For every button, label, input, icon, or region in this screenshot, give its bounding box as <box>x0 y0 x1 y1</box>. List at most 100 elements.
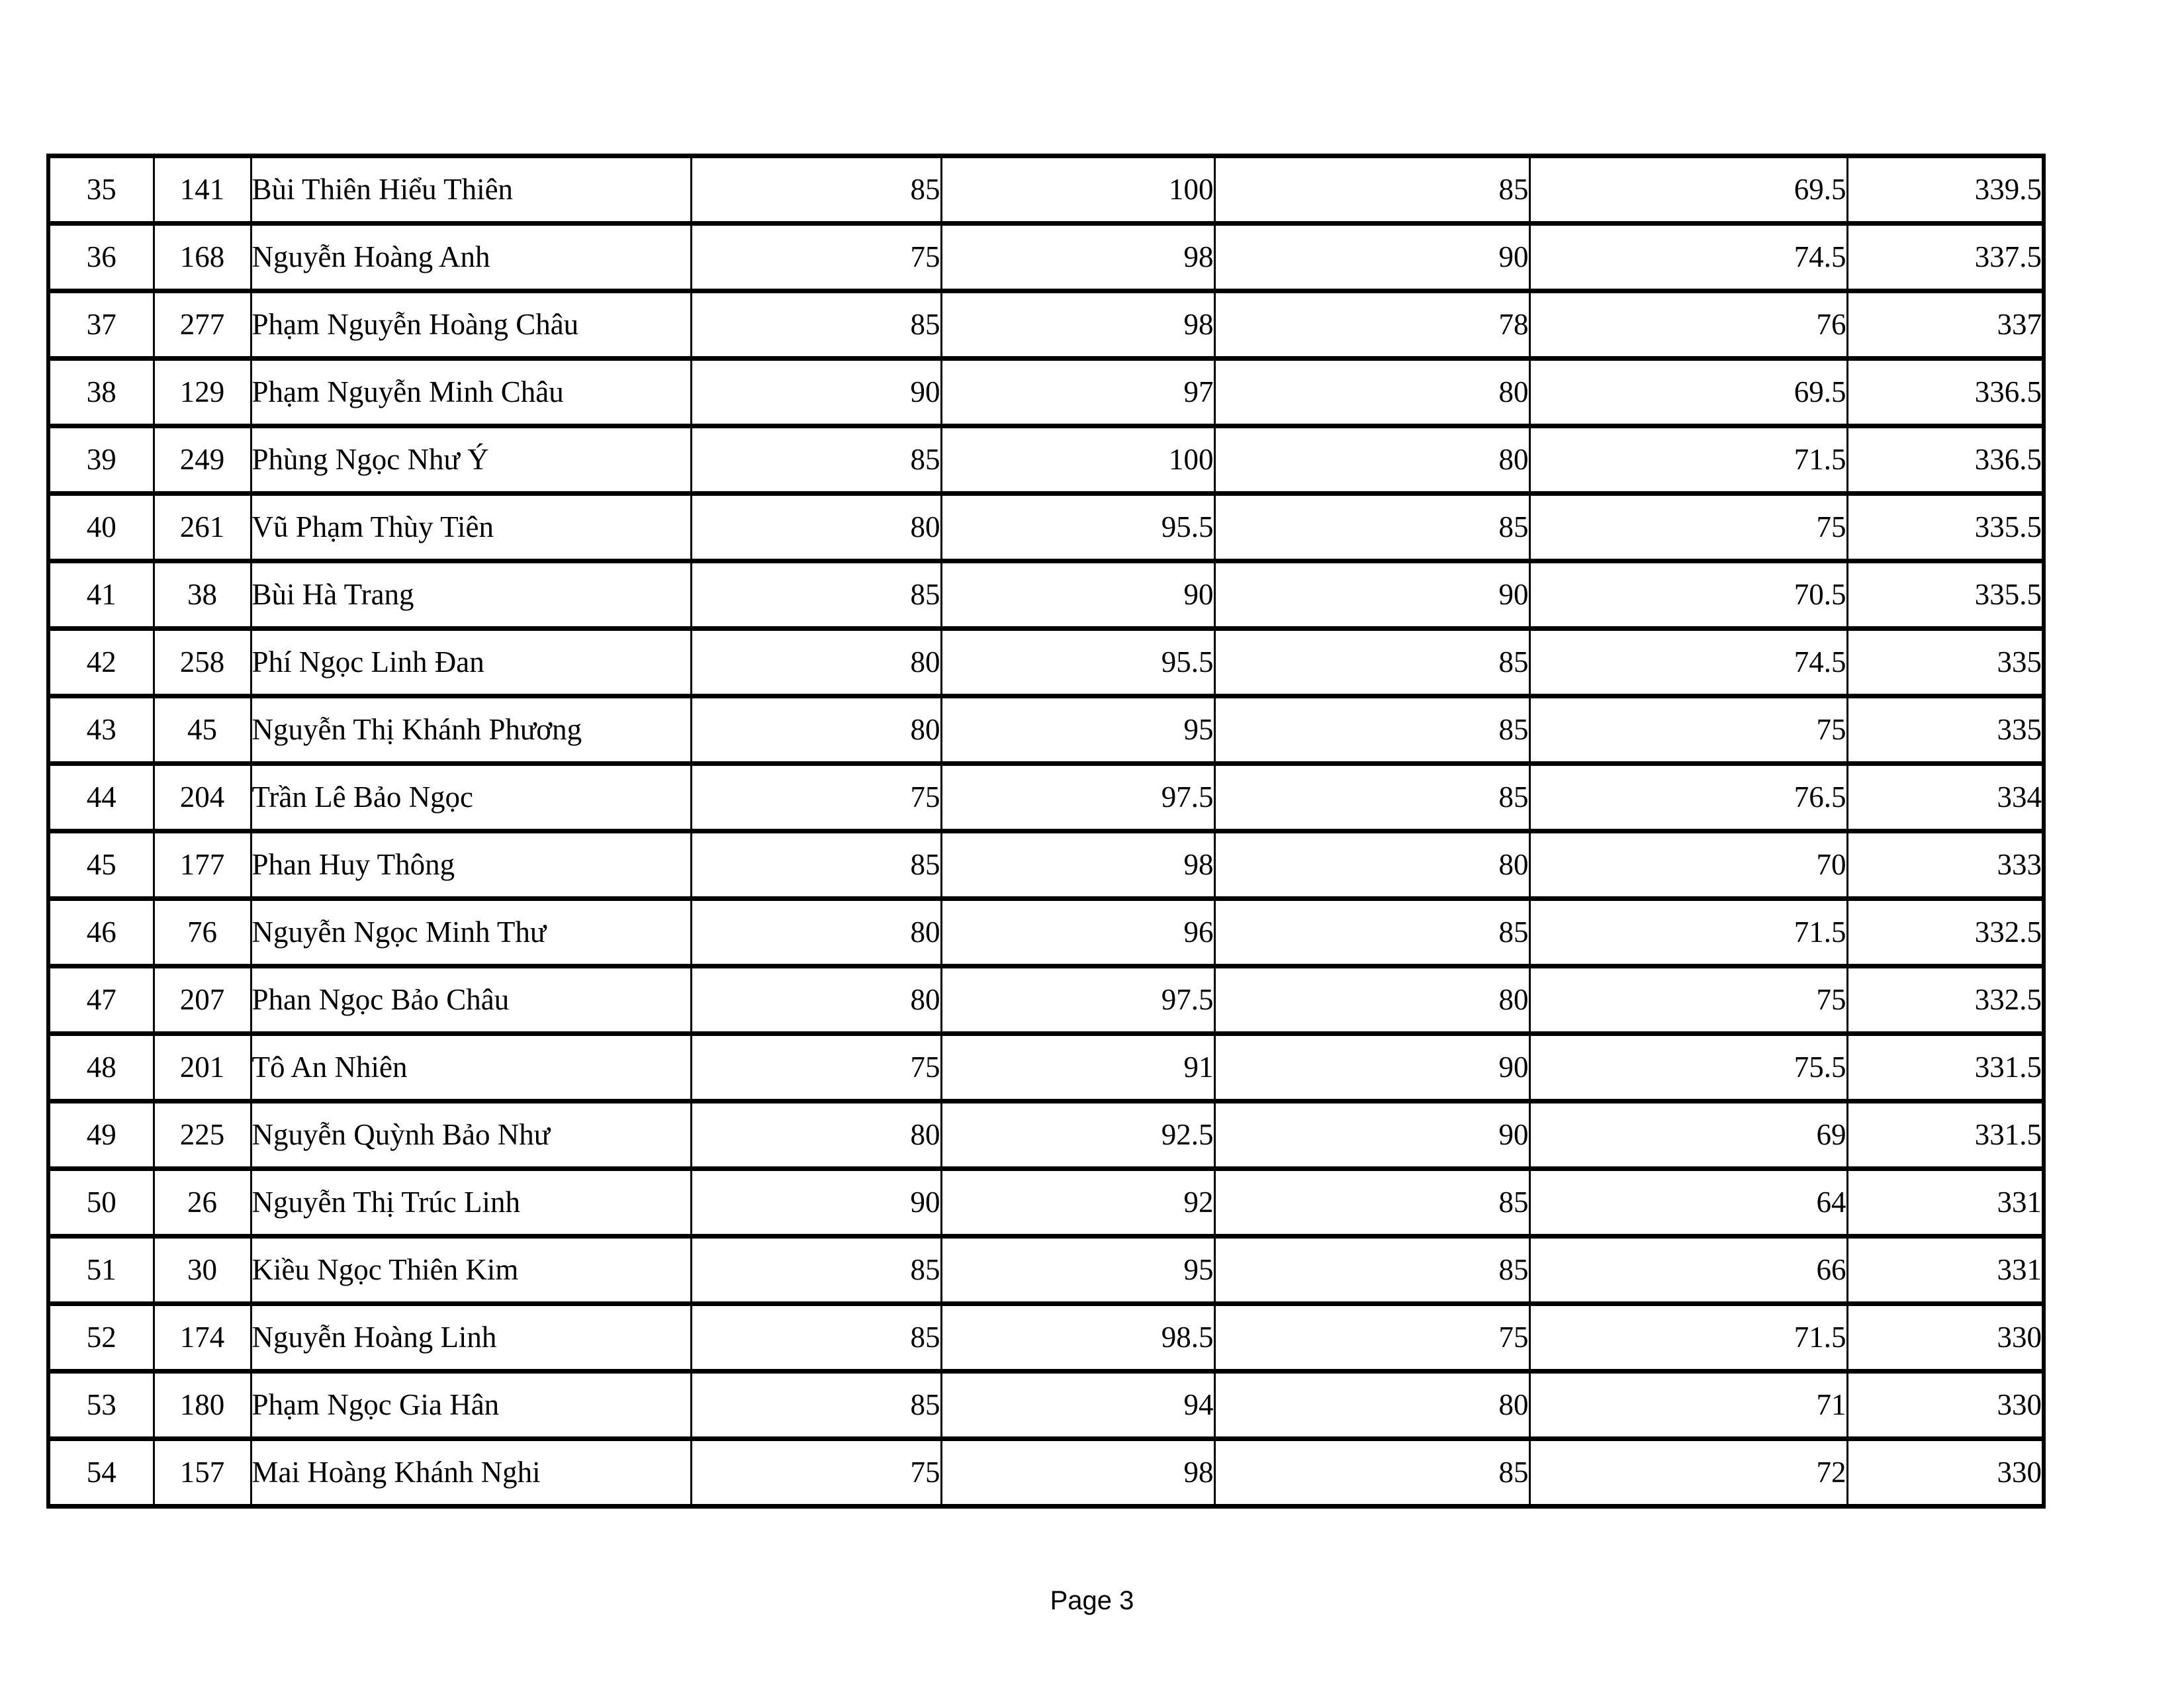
cell-score-3: 90 <box>1213 1031 1531 1103</box>
cell-rank: 42 <box>47 626 155 698</box>
cell-score-3: 78 <box>1213 289 1531 361</box>
cell-total: 331.5 <box>1846 1031 2045 1103</box>
cell-score-1: 75 <box>690 221 942 293</box>
cell-score-1: 90 <box>690 1166 942 1239</box>
cell-rank: 39 <box>47 424 155 496</box>
cell-score-1: 85 <box>690 1301 942 1374</box>
cell-name: Nguyễn Thị Khánh Phương <box>250 694 692 766</box>
cell-score-4: 75 <box>1528 491 1848 563</box>
cell-total: 334 <box>1846 761 2045 833</box>
cell-rank: 47 <box>47 964 155 1036</box>
cell-score-2: 92.5 <box>940 1099 1216 1171</box>
cell-score-2: 95.5 <box>940 491 1216 563</box>
cell-name: Phạm Nguyễn Hoàng Châu <box>250 289 692 361</box>
cell-rank: 48 <box>47 1031 155 1103</box>
table-row: 48 201 Tô An Nhiên 75 91 90 75.5 331.5 <box>47 1031 2045 1103</box>
cell-score-3: 85 <box>1213 896 1531 968</box>
cell-name: Nguyễn Quỳnh Bảo Như <box>250 1099 692 1171</box>
cell-candidate-id: 277 <box>152 289 252 361</box>
table-row: 37 277 Phạm Nguyễn Hoàng Châu 85 98 78 76 337 <box>47 289 2045 361</box>
cell-score-1: 80 <box>690 1099 942 1171</box>
cell-score-3: 85 <box>1213 626 1531 698</box>
cell-score-3: 75 <box>1213 1301 1531 1374</box>
cell-name: Mai Hoàng Khánh Nghi <box>250 1436 692 1509</box>
cell-score-4: 76.5 <box>1528 761 1848 833</box>
table-row: 35 141 Bùi Thiên Hiểu Thiên 85 100 85 69.5 339.… <box>47 154 2045 226</box>
cell-score-4: 66 <box>1528 1234 1848 1306</box>
cell-name: Kiều Ngọc Thiên Kim <box>250 1234 692 1306</box>
cell-candidate-id: 204 <box>152 761 252 833</box>
cell-candidate-id: 207 <box>152 964 252 1036</box>
table-row: 51 30 Kiều Ngọc Thiên Kim 85 95 85 66 331 <box>47 1234 2045 1306</box>
cell-total: 330 <box>1846 1301 2045 1374</box>
cell-candidate-id: 38 <box>152 559 252 631</box>
cell-candidate-id: 201 <box>152 1031 252 1103</box>
cell-candidate-id: 261 <box>152 491 252 563</box>
cell-score-1: 80 <box>690 896 942 968</box>
cell-score-4: 72 <box>1528 1436 1848 1509</box>
cell-score-3: 85 <box>1213 761 1531 833</box>
cell-score-4: 71.5 <box>1528 1301 1848 1374</box>
cell-score-2: 96 <box>940 896 1216 968</box>
score-table-container: 35 141 Bùi Thiên Hiểu Thiên 85 100 85 69.5 339.… <box>46 154 2046 1509</box>
cell-score-2: 91 <box>940 1031 1216 1103</box>
cell-rank: 52 <box>47 1301 155 1374</box>
cell-name: Nguyễn Ngọc Minh Thư <box>250 896 692 968</box>
cell-score-3: 80 <box>1213 829 1531 901</box>
cell-score-4: 75.5 <box>1528 1031 1848 1103</box>
cell-score-4: 70 <box>1528 829 1848 901</box>
cell-score-1: 85 <box>690 424 942 496</box>
cell-score-3: 80 <box>1213 356 1531 428</box>
cell-score-2: 98 <box>940 1436 1216 1509</box>
cell-rank: 40 <box>47 491 155 563</box>
cell-score-3: 90 <box>1213 221 1531 293</box>
cell-name: Vũ Phạm Thùy Tiên <box>250 491 692 563</box>
cell-total: 337.5 <box>1846 221 2045 293</box>
cell-rank: 37 <box>47 289 155 361</box>
table-row: 42 258 Phí Ngọc Linh Đan 80 95.5 85 74.5 335 <box>47 626 2045 698</box>
cell-score-4: 64 <box>1528 1166 1848 1239</box>
cell-score-2: 97.5 <box>940 964 1216 1036</box>
cell-candidate-id: 258 <box>152 626 252 698</box>
cell-score-1: 80 <box>690 964 942 1036</box>
score-table: 35 141 Bùi Thiên Hiểu Thiên 85 100 85 69.5 339.… <box>46 154 2046 1509</box>
cell-name: Nguyễn Hoàng Anh <box>250 221 692 293</box>
cell-name: Trần Lê Bảo Ngọc <box>250 761 692 833</box>
cell-candidate-id: 76 <box>152 896 252 968</box>
table-row: 43 45 Nguyễn Thị Khánh Phương 80 95 85 75 335 <box>47 694 2045 766</box>
cell-name: Phan Huy Thông <box>250 829 692 901</box>
cell-score-1: 85 <box>690 289 942 361</box>
cell-total: 336.5 <box>1846 424 2045 496</box>
cell-score-3: 80 <box>1213 1369 1531 1441</box>
cell-total: 337 <box>1846 289 2045 361</box>
cell-score-2: 97 <box>940 356 1216 428</box>
cell-candidate-id: 157 <box>152 1436 252 1509</box>
cell-score-4: 70.5 <box>1528 559 1848 631</box>
cell-total: 331 <box>1846 1234 2045 1306</box>
cell-name: Phạm Nguyễn Minh Châu <box>250 356 692 428</box>
cell-score-4: 69 <box>1528 1099 1848 1171</box>
table-row: 45 177 Phan Huy Thông 85 98 80 70 333 <box>47 829 2045 901</box>
cell-name: Nguyễn Hoàng Linh <box>250 1301 692 1374</box>
cell-candidate-id: 177 <box>152 829 252 901</box>
cell-score-3: 85 <box>1213 1166 1531 1239</box>
table-row: 36 168 Nguyễn Hoàng Anh 75 98 90 74.5 337.5 <box>47 221 2045 293</box>
cell-score-4: 76 <box>1528 289 1848 361</box>
cell-score-2: 90 <box>940 559 1216 631</box>
cell-name: Phạm Ngọc Gia Hân <box>250 1369 692 1441</box>
cell-score-2: 95.5 <box>940 626 1216 698</box>
cell-score-4: 75 <box>1528 694 1848 766</box>
cell-total: 330 <box>1846 1369 2045 1441</box>
cell-score-2: 95 <box>940 694 1216 766</box>
cell-total: 333 <box>1846 829 2045 901</box>
cell-candidate-id: 249 <box>152 424 252 496</box>
cell-total: 335 <box>1846 694 2045 766</box>
page-number: Page 3 <box>1050 1586 1134 1615</box>
cell-rank: 49 <box>47 1099 155 1171</box>
cell-score-4: 71.5 <box>1528 896 1848 968</box>
table-row: 52 174 Nguyễn Hoàng Linh 85 98.5 75 71.5 330 <box>47 1301 2045 1374</box>
cell-score-3: 90 <box>1213 559 1531 631</box>
table-row: 53 180 Phạm Ngọc Gia Hân 85 94 80 71 330 <box>47 1369 2045 1441</box>
cell-total: 331.5 <box>1846 1099 2045 1171</box>
cell-candidate-id: 26 <box>152 1166 252 1239</box>
